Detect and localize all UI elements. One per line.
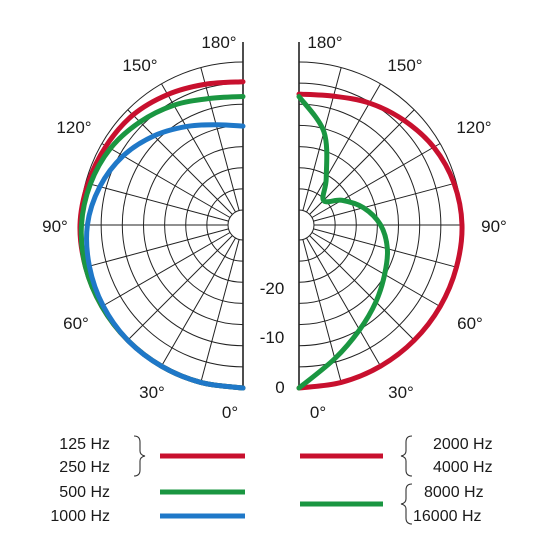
series-right-0 (296, 91, 465, 391)
grid-spoke (161, 237, 236, 367)
radial-label-minus10: -10 (260, 328, 285, 347)
grid-spoke (127, 109, 233, 215)
legend-label-16000hz: 16000 Hz (413, 508, 482, 525)
radial-label-0: 0 (275, 378, 284, 397)
grid-spoke (313, 182, 457, 222)
series-right-1 (296, 94, 391, 391)
angle-label-left-120: 120° (56, 118, 91, 137)
legend-label-8000hz: 8000 Hz (424, 484, 484, 501)
angle-label-left-0: 0° (222, 403, 238, 422)
grid-spoke (85, 228, 229, 268)
grid-ring (298, 209, 315, 241)
legend-brace-left (133, 435, 146, 477)
legend-label-2000hz: 2000 Hz (433, 436, 493, 453)
grid-spoke (311, 232, 441, 307)
legend-label-500hz: 500 Hz (59, 484, 110, 501)
legend-label-4000hz: 4000 Hz (433, 459, 493, 476)
legend-brace-right (400, 435, 413, 477)
angle-label-right-90: 90° (481, 217, 507, 236)
grid-spoke (200, 239, 240, 383)
angle-label-left-90: 90° (42, 217, 68, 236)
grid-spoke (311, 143, 441, 218)
grid-spoke (200, 67, 240, 211)
angle-label-right-120: 120° (456, 118, 491, 137)
angle-label-left-60: 60° (63, 314, 89, 333)
angle-label-left-180: 180° (201, 33, 236, 52)
grid-ring (227, 209, 244, 241)
angle-label-right-150: 150° (387, 56, 422, 75)
grid-spoke (309, 109, 415, 215)
series-left-0 (77, 79, 246, 391)
angle-label-right-180: 180° (307, 33, 342, 52)
radial-label-minus20: -20 (260, 279, 285, 298)
grid-spoke (302, 67, 342, 211)
angle-label-right-30: 30° (388, 383, 414, 402)
polar-grid-left (79, 42, 244, 389)
series-group-right (296, 91, 465, 391)
legend-label-1000hz: 1000 Hz (50, 508, 110, 525)
grid-spoke (127, 235, 233, 341)
legend-label-125hz: 125 Hz (59, 436, 110, 453)
angle-label-right-0: 0° (310, 403, 326, 422)
grid-spoke (306, 237, 381, 367)
grid-spoke (309, 235, 415, 341)
series-left-1 (78, 94, 246, 391)
angle-label-left-30: 30° (139, 383, 165, 402)
legend-label-250hz: 250 Hz (59, 459, 110, 476)
legend-brace-right-lower (400, 483, 413, 525)
series-group-left (77, 79, 246, 391)
angle-label-left-150: 150° (122, 56, 157, 75)
grid-spoke (85, 182, 229, 222)
angle-label-right-60: 60° (457, 314, 483, 333)
grid-spoke (101, 232, 231, 307)
series-left-2 (84, 122, 246, 391)
